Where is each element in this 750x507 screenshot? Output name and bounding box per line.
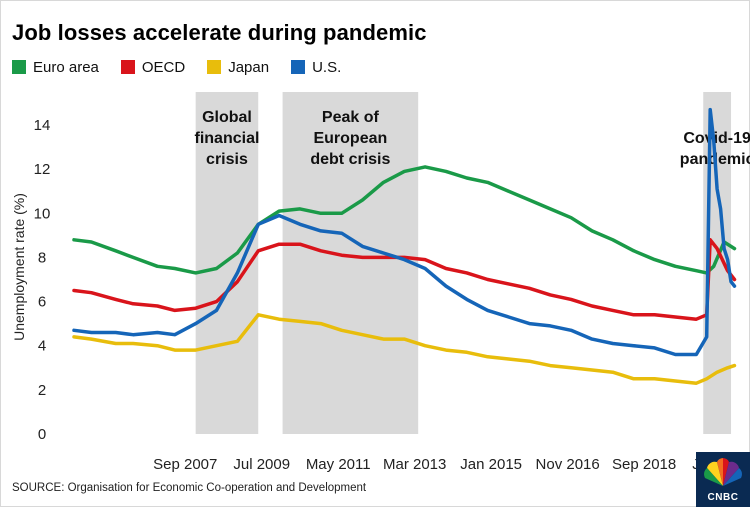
y-axis-label: Unemployment rate (%) [11, 193, 27, 341]
x-tick-label-6: Sep 2018 [612, 456, 676, 473]
x-tick-label-0: Sep 2007 [153, 456, 217, 473]
line-chart: Global financial crisis Peak of European debt… [11, 92, 750, 473]
band-label-0-2: crisis [206, 151, 248, 168]
logo-text: CNBC [707, 492, 739, 503]
crisis-band-0 [195, 92, 259, 434]
legend-item-euro: Euro area [12, 59, 99, 76]
band-label-1-2: debt crisis [310, 151, 390, 168]
y-tick-label-12: 12 [34, 161, 51, 178]
series-line-us [72, 107, 737, 357]
band-label-1-0: Peak of [322, 109, 380, 126]
y-tick-label-2: 2 [38, 382, 46, 399]
crisis-band-1 [282, 92, 419, 434]
y-tick-label-10: 10 [34, 205, 51, 222]
source-note: SOURCE: Organisation for Economic Co-ope… [12, 482, 367, 494]
x-tick-label-5: Nov 2016 [536, 456, 600, 473]
x-tick-label-2: May 2011 [306, 456, 371, 473]
y-tick-label-6: 6 [38, 294, 46, 311]
legend-swatch-euro [12, 60, 26, 74]
legend-label-oecd: OECD [141, 58, 186, 76]
legend-item-japan: Japan [207, 59, 269, 76]
legend-swatch-japan [207, 60, 222, 74]
peacock-icon [704, 458, 742, 486]
legend-label-euro: Euro area [33, 58, 99, 76]
series-line-oecd [72, 238, 737, 321]
x-tick-label-1: Jul 2009 [233, 456, 290, 473]
legend-item-us: U.S. [291, 59, 341, 76]
chart-legend: Euro area OECD Japan U.S. [12, 56, 363, 78]
legend-label-us: U.S. [312, 58, 342, 76]
legend-swatch-oecd [120, 60, 135, 74]
band-label-1-1: European [313, 130, 387, 147]
y-tick-label-8: 8 [38, 249, 46, 266]
band-label-2-0: Covid-19 [683, 130, 750, 147]
band-label-0-0: Global [202, 109, 252, 126]
band-label-0-1: financial [195, 130, 260, 147]
x-tick-label-4: Jan 2015 [460, 456, 522, 473]
legend-swatch-us [291, 60, 306, 74]
y-tick-label-14: 14 [34, 117, 51, 134]
x-tick-label-3: Mar 2013 [383, 456, 446, 473]
legend-label-japan: Japan [228, 58, 270, 76]
chart-title: Job losses accelerate during pandemic [12, 20, 427, 45]
series-line-japan [72, 313, 737, 385]
y-tick-label-0: 0 [38, 426, 46, 443]
y-tick-label-4: 4 [38, 338, 46, 355]
series-line-euro [72, 165, 737, 275]
cnbc-logo: CNBC [696, 452, 750, 507]
legend-item-oecd: OECD [120, 58, 186, 76]
